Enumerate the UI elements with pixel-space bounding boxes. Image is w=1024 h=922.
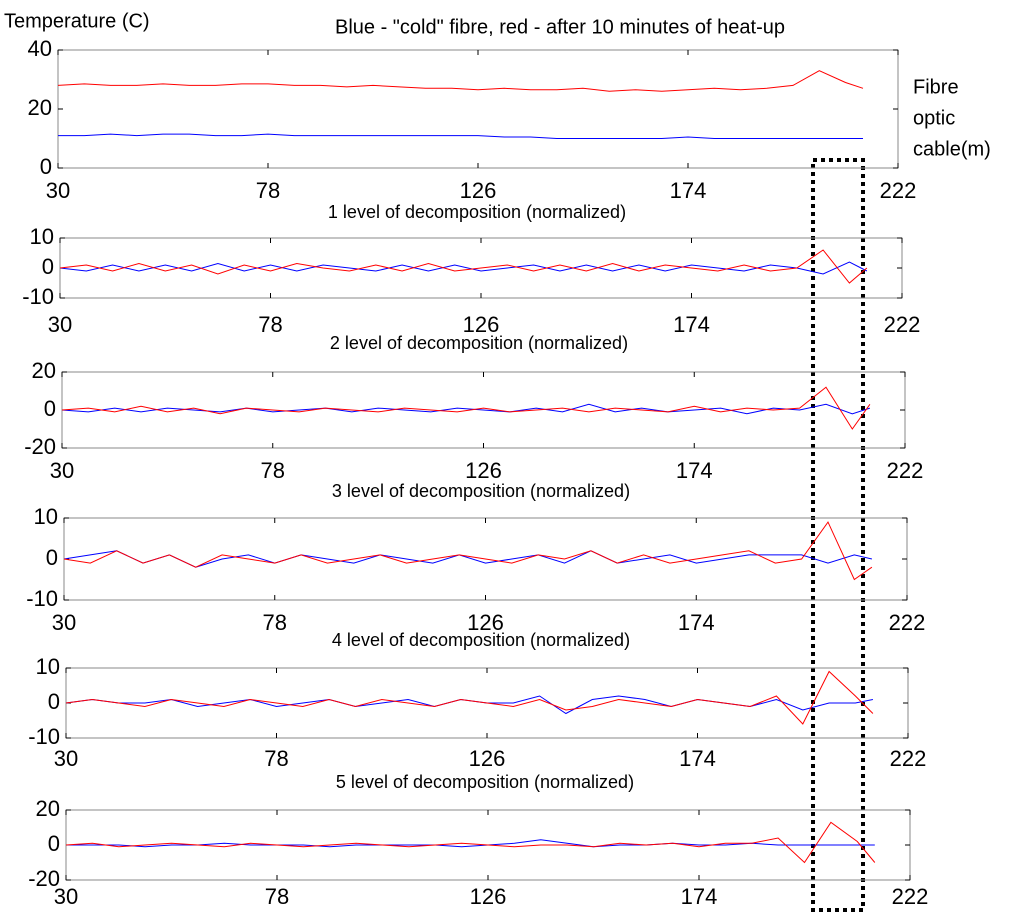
x-tick-label: 126 [467,610,504,635]
y-tick-label: 10 [30,224,54,249]
y-tick-label: 40 [28,36,52,61]
data-line [58,133,863,139]
highlight-box [811,158,865,912]
x-tick-label: 78 [264,746,288,771]
y-tick-label: 20 [36,796,60,821]
x-tick-label: 30 [50,458,74,483]
y-tick-label: 20 [28,95,52,120]
x-tick-label: 78 [261,458,285,483]
x-tick-label: 222 [887,458,924,483]
x-axis-label: cable(m) [913,138,991,160]
data-line [59,261,868,275]
x-tick-label: 126 [463,312,500,337]
x-axis-label: Fibre [913,76,959,98]
subplot-title: 5 level of decomposition (normalized) [336,772,634,792]
subplot-title: 4 level of decomposition (normalized) [332,630,630,650]
x-tick-label: 222 [890,746,927,771]
y-tick-label: -10 [26,586,58,611]
y-tick-label: -10 [28,724,60,749]
data-line [65,670,874,725]
x-tick-label: 174 [681,884,718,909]
subplot-title: 1 level of decomposition (normalized) [328,202,626,222]
x-tick-label: 174 [678,610,715,635]
subplot-title: 2 level of decomposition (normalized) [330,333,628,353]
x-tick-label: 126 [469,746,506,771]
x-tick-label: 30 [52,610,76,635]
x-tick-label: 78 [256,178,280,203]
x-tick-label: 174 [676,458,713,483]
x-tick-label: 30 [54,884,78,909]
x-tick-label: 222 [884,312,921,337]
x-tick-label: 174 [670,178,707,203]
data-line [63,550,873,568]
data-line [63,521,873,581]
y-tick-label: 0 [48,831,60,856]
y-tick-label: -20 [24,434,56,459]
x-tick-label: 78 [265,884,289,909]
y-tick-label: 0 [44,396,56,421]
y-tick-label: 0 [48,689,60,714]
x-tick-label: 78 [263,610,287,635]
x-tick-label: 78 [258,312,282,337]
x-tick-label: 222 [880,178,917,203]
y-tick-label: 0 [42,254,54,279]
x-tick-label: 222 [892,884,929,909]
data-line [65,821,876,864]
y-tick-label: -20 [28,866,60,891]
x-tick-label: 30 [46,178,70,203]
subplot-title: 3 level of decomposition (normalized) [332,481,630,501]
x-tick-label: 30 [54,746,78,771]
y-tick-label: 0 [40,154,52,179]
x-tick-label: 126 [465,458,502,483]
y-tick-label: -10 [22,284,54,309]
x-tick-label: 126 [460,178,497,203]
y-tick-label: 10 [34,504,58,529]
y-tick-label: 10 [36,654,60,679]
plot-frame [57,49,899,169]
x-tick-label: 222 [889,610,926,635]
x-tick-label: 174 [679,746,716,771]
y-tick-label: 0 [46,545,58,570]
x-tick-label: 30 [48,312,72,337]
x-tick-label: 174 [673,312,710,337]
x-tick-label: 126 [470,884,507,909]
data-line [61,386,871,430]
x-axis-label: optic [913,107,955,129]
data-line [59,249,868,284]
y-tick-label: 20 [32,358,56,383]
data-line [61,403,871,415]
data-line [65,695,873,715]
y-axis-label: Temperature (C) [4,10,150,32]
data-line [57,70,864,92]
subplot-title: Blue - "cold" fibre, red - after 10 minu… [335,16,785,38]
